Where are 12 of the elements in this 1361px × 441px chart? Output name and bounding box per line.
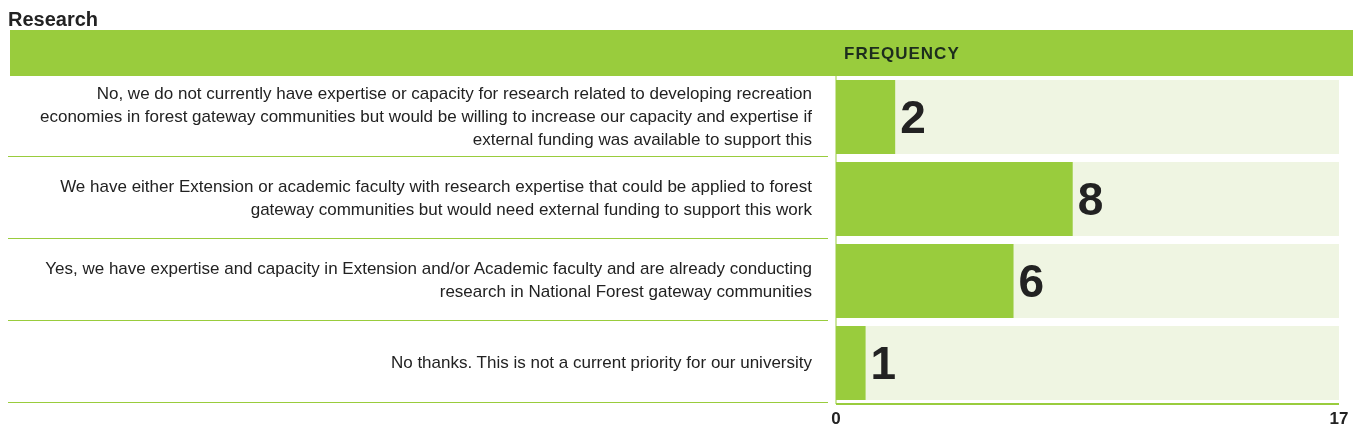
y-tick-label: No, we do not currently have expertise or capacity for research related to developing recreation economies in forest gateway communities but would be willing to increase our capacity and expertise if external funding was available to support this <box>39 82 813 151</box>
data-label: 6 <box>1018 255 1045 308</box>
text: Research <box>8 8 100 30</box>
x-axis-title: FREQUENCY <box>844 44 960 64</box>
data-label: 8 <box>1077 173 1104 226</box>
y-tick-label: No thanks. This is not a current priority for our university <box>389 351 813 374</box>
data-label: 2 <box>900 91 926 144</box>
x-tick-label: 17 <box>1329 409 1349 429</box>
data-label: 1 <box>870 337 897 390</box>
x-tick-label: 0 <box>831 409 841 429</box>
y-tick-label: Yes, we have expertise and capacity in Extension and/or Academic faculty and are already conducting research in National Forest gateway communities <box>44 258 813 303</box>
y-tick-label: We have either Extension or academic faculty with research expertise that could be applied to forest gateway communities but would need external funding to support this work <box>59 176 813 221</box>
